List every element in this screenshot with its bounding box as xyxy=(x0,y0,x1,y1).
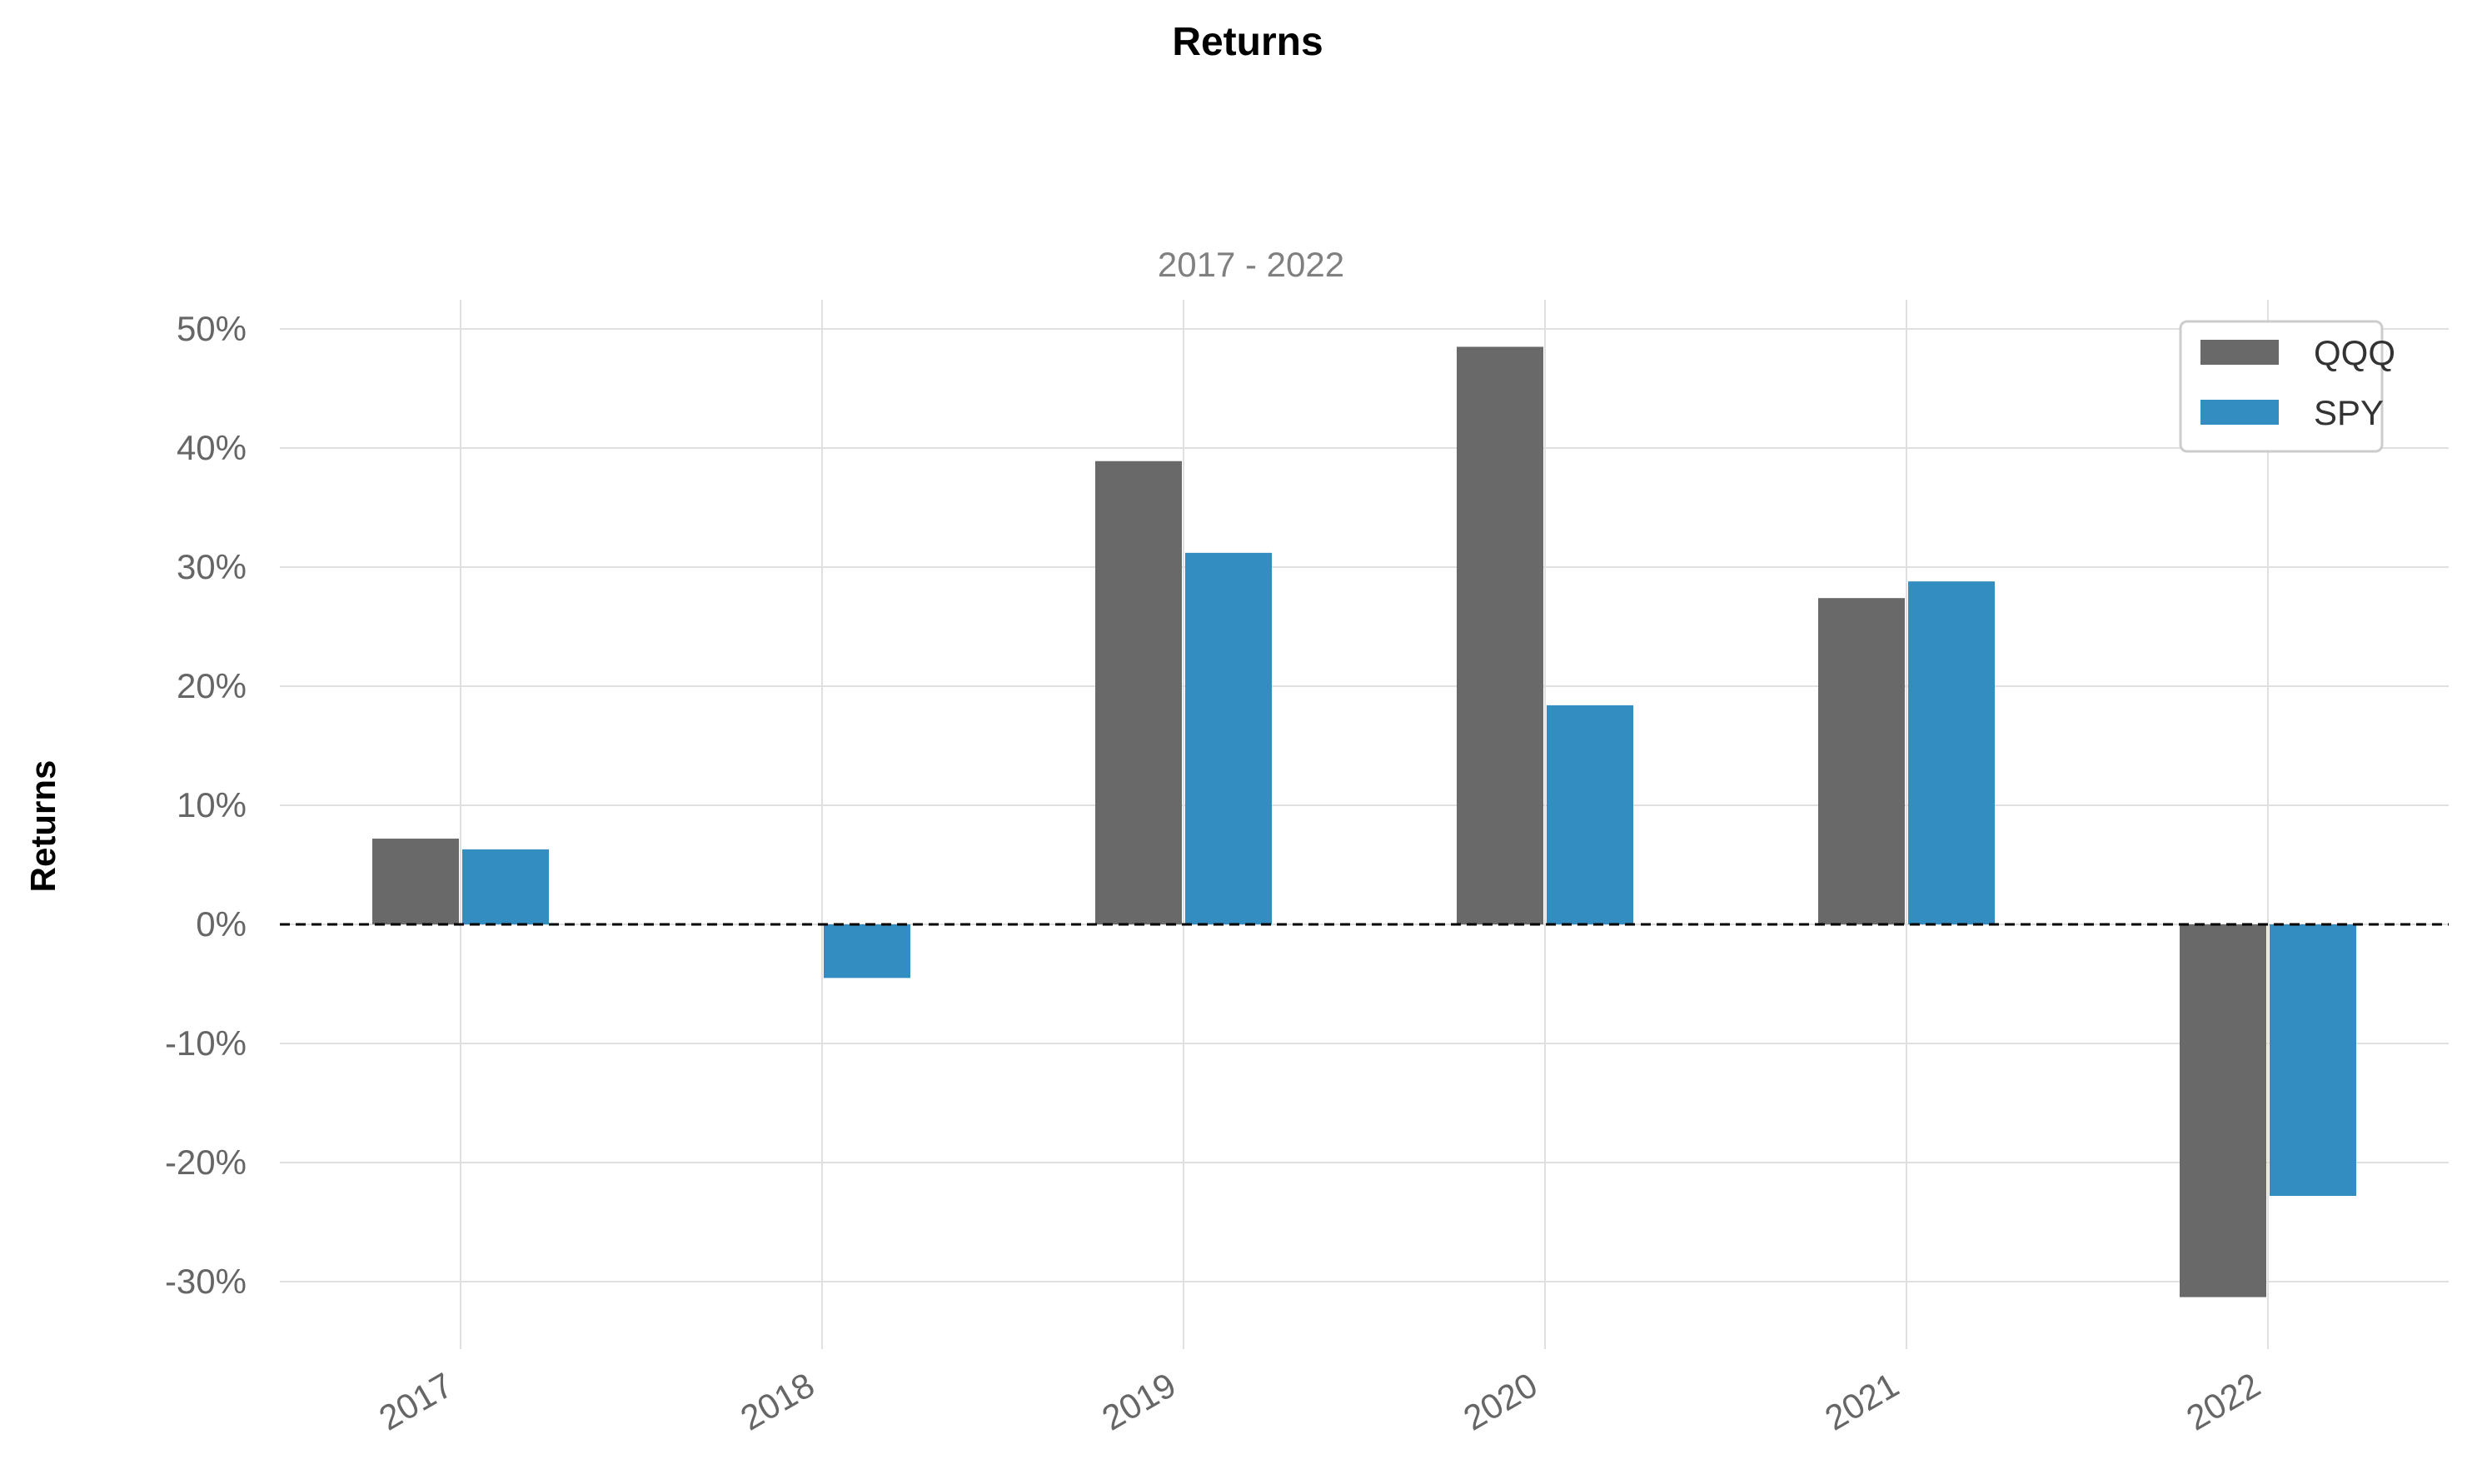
bar-qqq-2022 xyxy=(2180,924,2266,1297)
legend-label-spy: SPY xyxy=(2314,393,2384,432)
chart-subtitle: 2017 - 2022 xyxy=(1158,245,1344,284)
y-tick-label: 50% xyxy=(177,309,247,348)
legend-swatch-qqq xyxy=(2200,340,2279,365)
y-tick-label: 20% xyxy=(177,666,247,705)
y-tick-label: 40% xyxy=(177,428,247,467)
x-tick-label: 2020 xyxy=(1457,1365,1543,1437)
y-tick-label: 30% xyxy=(177,547,247,586)
bar-spy-2022 xyxy=(2270,924,2356,1197)
bar-qqq-2019 xyxy=(1095,461,1182,924)
legend-label-qqq: QQQ xyxy=(2314,333,2395,372)
bar-spy-2017 xyxy=(462,849,549,924)
legend-swatch-spy xyxy=(2200,400,2279,425)
bar-spy-2021 xyxy=(1908,581,1995,924)
x-tick-label: 2019 xyxy=(1095,1365,1182,1437)
x-tick-label: 2021 xyxy=(1818,1365,1905,1437)
y-tick-label: -10% xyxy=(165,1023,247,1063)
bar-qqq-2020 xyxy=(1457,346,1543,924)
bar-spy-2018 xyxy=(824,924,910,979)
y-tick-label: -20% xyxy=(165,1143,247,1182)
bar-spy-2020 xyxy=(1547,705,1633,924)
y-tick-label: 0% xyxy=(196,904,247,944)
x-tick-labels: 2017 2018 2019 2020 2021 2022 xyxy=(372,1365,2266,1437)
bar-qqq-2017 xyxy=(372,839,459,924)
y-tick-label: 10% xyxy=(177,785,247,824)
chart-title: Returns xyxy=(1172,20,1323,64)
y-tick-labels: -30% -20% -10% 0% 10% 20% 30% 40% 50% xyxy=(165,309,247,1301)
bar-spy-2019 xyxy=(1185,552,1272,924)
x-tick-label: 2018 xyxy=(734,1365,820,1437)
y-tick-label: -30% xyxy=(165,1262,247,1301)
y-axis-label: Returns xyxy=(23,760,62,893)
x-tick-label: 2022 xyxy=(2180,1365,2266,1437)
legend: QQQ SPY xyxy=(2179,320,2395,453)
bar-qqq-2021 xyxy=(1818,598,1905,924)
grid xyxy=(280,300,2449,1349)
x-tick-label: 2017 xyxy=(372,1365,459,1437)
bars xyxy=(372,346,2356,1297)
